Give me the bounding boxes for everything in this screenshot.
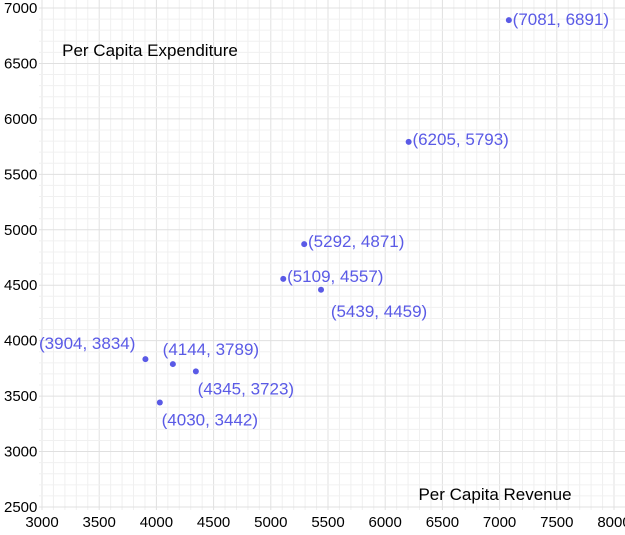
data-point-label: (7081, 6891) <box>513 10 609 29</box>
data-point <box>301 241 307 247</box>
data-point-label: (4030, 3442) <box>162 411 258 430</box>
x-tick-label: 7500 <box>540 514 573 531</box>
data-point <box>280 276 286 282</box>
y-tick-label: 7000 <box>4 0 37 17</box>
data-point <box>157 400 163 406</box>
scatter-chart: 3000 3500 4000 4500 5000 5500 6000 6500 7000 7500… <box>0 0 625 535</box>
data-point-label: (5292, 4871) <box>308 232 404 251</box>
x-tick-label: 4000 <box>140 514 173 531</box>
y-tick-label: 4500 <box>4 277 37 294</box>
data-point <box>193 368 199 374</box>
y-tick-label: 2500 <box>4 499 37 516</box>
data-point-label: (4144, 3789) <box>163 340 259 359</box>
x-tick-label: 6000 <box>369 514 402 531</box>
data-point-label: (5109, 4557) <box>287 267 383 286</box>
y-axis-label: Per Capita Expenditure <box>62 41 238 60</box>
data-point-label: (5439, 4459) <box>331 302 427 321</box>
y-tick-label: 3000 <box>4 444 37 461</box>
x-tick-label: 6500 <box>426 514 459 531</box>
y-tick-label: 5000 <box>4 222 37 239</box>
x-tick-label: 3000 <box>25 514 58 531</box>
y-tick-label: 4000 <box>4 333 37 350</box>
y-tick-label: 6500 <box>4 55 37 72</box>
x-tick-label: 4500 <box>197 514 230 531</box>
y-tick-label: 6000 <box>4 111 37 128</box>
data-point-label: (4345, 3723) <box>198 379 294 398</box>
data-point-label: (3904, 3834) <box>39 334 135 353</box>
x-axis-label: Per Capita Revenue <box>418 485 571 504</box>
data-point <box>406 139 412 145</box>
x-tick-label: 5500 <box>311 514 344 531</box>
y-tick-label: 5500 <box>4 166 37 183</box>
chart-container: 3000 3500 4000 4500 5000 5500 6000 6500 7000 7500… <box>0 0 625 535</box>
y-tick-label: 3500 <box>4 388 37 405</box>
data-point <box>142 356 148 362</box>
data-point-label: (6205, 5793) <box>412 130 508 149</box>
data-point <box>318 287 324 293</box>
x-tick-label: 7000 <box>483 514 516 531</box>
x-tick-label: 8000 <box>597 514 625 531</box>
data-point <box>170 361 176 367</box>
x-tick-label: 5000 <box>254 514 287 531</box>
data-point <box>506 17 512 23</box>
x-tick-label: 3500 <box>83 514 116 531</box>
